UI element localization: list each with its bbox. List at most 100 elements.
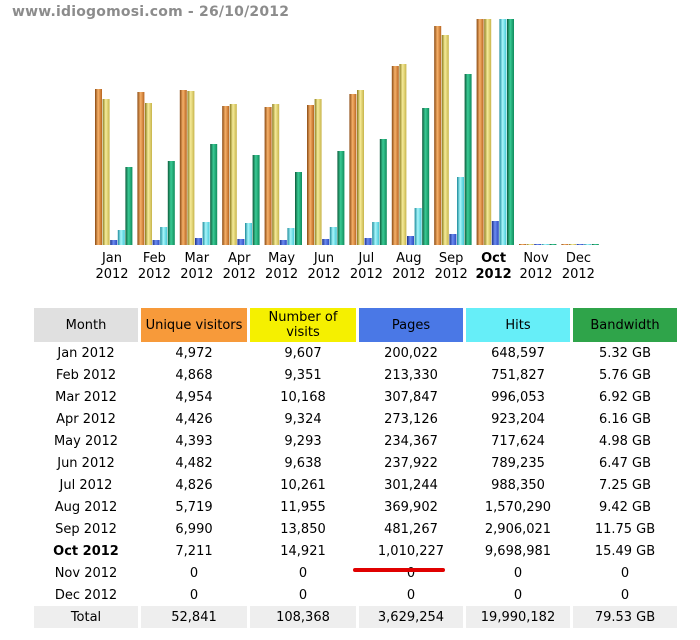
bar-hits (160, 227, 168, 245)
table-row: Oct 2012 7,211 14,921 1,010,227 9,698,981 15.… (34, 540, 680, 562)
header-unique-visitors: Unique visitors (139, 308, 250, 342)
total-pages: 3,629,254 (357, 606, 466, 628)
cell-bandwidth: 4.98 GB (571, 430, 680, 452)
bar-bandwidth (464, 74, 472, 245)
cell-bandwidth: 11.75 GB (571, 518, 680, 540)
cell-bandwidth: 7.25 GB (571, 474, 680, 496)
bar-unique (95, 89, 102, 245)
chart-month-label: Aug 2012 (392, 251, 426, 282)
total-unique: 52,841 (139, 606, 250, 628)
cell-month: Jun 2012 (34, 452, 141, 474)
cell-unique: 4,954 (139, 386, 250, 408)
cell-unique: 7,211 (139, 540, 250, 562)
site-header: www.idiogomosi.com - 26/10/2012 (12, 4, 290, 20)
bar-pages (110, 240, 118, 245)
total-bandwidth: 79.53 GB (571, 606, 680, 628)
cell-pages: 273,126 (357, 408, 466, 430)
table-total-row: Total 52,841 108,368 3,629,254 19,990,18… (34, 606, 680, 628)
header-month: Month (34, 308, 141, 342)
table-row: Jun 2012 4,482 9,638 237,922 789,235 6.47 GB (34, 452, 680, 474)
cell-month: Aug 2012 (34, 496, 141, 518)
bar-unique (391, 66, 399, 245)
bar-bandwidth (295, 172, 302, 245)
chart-month-label: Mar 2012 (180, 251, 214, 282)
cell-hits: 2,906,021 (464, 518, 573, 540)
bar-unique (137, 92, 145, 245)
cell-hits: 751,827 (464, 364, 573, 386)
pages-highlight-underline (353, 568, 445, 572)
cell-visits: 9,293 (248, 430, 359, 452)
bar-pages (195, 238, 202, 245)
bar-pages (491, 221, 499, 245)
bar-visits (484, 19, 492, 245)
bar-unique (561, 244, 569, 245)
cell-unique: 4,393 (139, 430, 250, 452)
bar-visits (272, 104, 280, 245)
cell-unique: 0 (139, 584, 250, 606)
cell-pages: 307,847 (357, 386, 466, 408)
bar-hits (202, 222, 210, 245)
cell-pages: 213,330 (357, 364, 466, 386)
cell-pages: 301,244 (357, 474, 466, 496)
cell-visits: 9,324 (248, 408, 359, 430)
bar-bandwidth (507, 19, 514, 245)
cell-pages: 1,010,227 (357, 540, 466, 562)
cell-visits: 11,955 (248, 496, 359, 518)
table-row: Apr 2012 4,426 9,324 273,126 923,204 6.16 GB (34, 408, 680, 430)
cell-month: Dec 2012 (34, 584, 141, 606)
bar-unique (519, 244, 526, 245)
bar-pages (364, 238, 372, 245)
cell-visits: 9,607 (248, 342, 359, 364)
bar-pages (152, 240, 160, 245)
cell-hits: 0 (464, 562, 573, 584)
cell-visits: 10,168 (248, 386, 359, 408)
bar-pages (534, 244, 542, 245)
cell-month: Feb 2012 (34, 364, 141, 386)
cell-unique: 4,826 (139, 474, 250, 496)
bar-unique (476, 19, 484, 245)
bar-unique (349, 94, 357, 245)
bar-bandwidth (549, 244, 557, 245)
bar-hits (245, 223, 252, 245)
bar-visits (357, 90, 364, 245)
bar-pages (449, 234, 457, 245)
cell-unique: 4,426 (139, 408, 250, 430)
cell-hits: 0 (464, 584, 573, 606)
chart-month-label: Jun 2012 (307, 251, 341, 282)
bar-unique (179, 90, 187, 245)
cell-month: Jan 2012 (34, 342, 141, 364)
bar-pages (279, 240, 287, 245)
bar-pages (237, 239, 245, 245)
bar-hits (117, 230, 125, 245)
chart-month-label: Apr 2012 (222, 251, 256, 282)
bar-bandwidth (210, 144, 218, 245)
header-hits: Hits (464, 308, 573, 342)
cell-hits: 9,698,981 (464, 540, 573, 562)
bar-pages (576, 244, 584, 245)
table-row: Aug 2012 5,719 11,955 369,902 1,570,290 9.42 … (34, 496, 680, 518)
chart-month-label: Nov 2012 (519, 251, 553, 282)
cell-unique: 0 (139, 562, 250, 584)
bar-visits (229, 104, 237, 245)
cell-bandwidth: 5.76 GB (571, 364, 680, 386)
bar-unique (264, 107, 272, 245)
chart-month-label: Sep 2012 (434, 251, 468, 282)
bar-unique (307, 105, 314, 245)
cell-month: Nov 2012 (34, 562, 141, 584)
total-month: Total (34, 606, 141, 628)
bar-bandwidth (591, 244, 599, 245)
cell-bandwidth: 9.42 GB (571, 496, 680, 518)
bar-hits (287, 228, 295, 245)
cell-visits: 0 (248, 562, 359, 584)
bar-unique (222, 106, 230, 245)
bar-bandwidth (337, 151, 345, 245)
cell-bandwidth: 5.32 GB (571, 342, 680, 364)
cell-pages: 234,367 (357, 430, 466, 452)
cell-bandwidth: 6.16 GB (571, 408, 680, 430)
bar-bandwidth (125, 167, 133, 245)
cell-bandwidth: 15.49 GB (571, 540, 680, 562)
bar-bandwidth (167, 161, 175, 245)
cell-month: Jul 2012 (34, 474, 141, 496)
header-bandwidth: Bandwidth (571, 308, 680, 342)
table-row: Jan 2012 4,972 9,607 200,022 648,597 5.32 GB (34, 342, 680, 364)
